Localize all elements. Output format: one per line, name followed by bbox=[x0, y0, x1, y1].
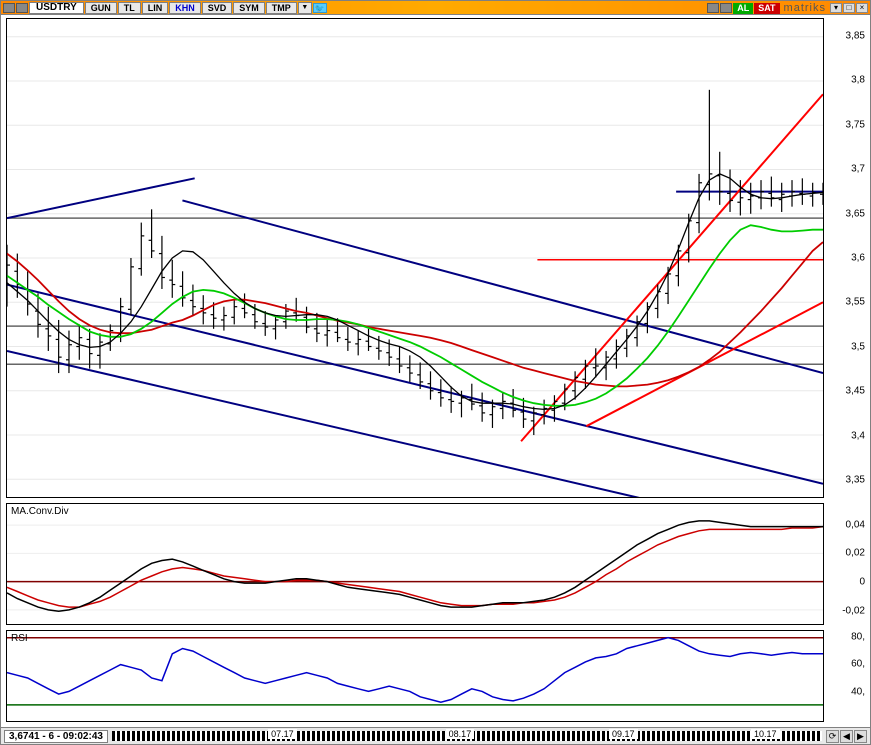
minimize-icon[interactable]: ▾ bbox=[830, 3, 842, 13]
time-label: 08.17 bbox=[446, 729, 475, 739]
sell-badge[interactable]: SAT bbox=[754, 3, 779, 14]
macd-panel[interactable]: MA.Conv.Div bbox=[6, 503, 824, 625]
macd-chart-svg bbox=[7, 504, 823, 624]
tb-btn-gun[interactable]: GUN bbox=[85, 2, 117, 14]
app-icon bbox=[3, 3, 15, 13]
macd-label: MA.Conv.Div bbox=[11, 506, 69, 517]
macd-ytick: 0,02 bbox=[846, 548, 865, 559]
status-price: 3,6741 - 6 - 09:02:43 bbox=[4, 730, 108, 743]
price-ytick: 3,7 bbox=[851, 164, 865, 175]
app-icon-2 bbox=[16, 3, 28, 13]
rsi-ytick: 80, bbox=[851, 631, 865, 642]
price-ytick: 3,8 bbox=[851, 75, 865, 86]
brand-label: matriks bbox=[784, 2, 826, 14]
tb-btn-sym[interactable]: SYM bbox=[233, 2, 265, 14]
macd-ytick: -0,02 bbox=[842, 605, 865, 616]
time-axis[interactable]: 07.17 08.17 09.17 10.17 bbox=[112, 731, 822, 741]
price-ytick: 3,65 bbox=[846, 208, 865, 219]
rsi-panel[interactable]: RSI bbox=[6, 630, 824, 722]
titlebar: USDTRY GUN TL LIN KHN SVD SYM TMP ▼ 🐦 AL… bbox=[1, 1, 870, 15]
tb-btn-tl[interactable]: TL bbox=[118, 2, 141, 14]
price-ytick: 3,35 bbox=[846, 475, 865, 486]
price-ytick: 3,45 bbox=[846, 386, 865, 397]
scroll-left-icon[interactable]: ◀ bbox=[840, 730, 853, 743]
scroll-right-icon[interactable]: ▶ bbox=[854, 730, 867, 743]
price-ytick: 3,75 bbox=[846, 119, 865, 130]
statusbar-right: ⟳ ◀ ▶ bbox=[826, 730, 867, 743]
price-ytick: 3,4 bbox=[851, 430, 865, 441]
buy-badge[interactable]: AL bbox=[733, 3, 753, 14]
tb-btn-khn[interactable]: KHN bbox=[169, 2, 201, 14]
tool-icon-1[interactable] bbox=[707, 3, 719, 13]
rsi-ytick: 60, bbox=[851, 659, 865, 670]
titlebar-left: USDTRY GUN TL LIN KHN SVD SYM TMP ▼ 🐦 bbox=[3, 2, 327, 14]
macd-ytick: 0,04 bbox=[846, 519, 865, 530]
price-ytick: 3,85 bbox=[846, 30, 865, 41]
price-yaxis: 3,35 3,4 3,45 3,5 3,55 3,6 3,65 3,7 3,75 3,8 3,85 bbox=[828, 18, 868, 498]
price-chart-svg bbox=[7, 19, 823, 497]
statusbar: 3,6741 - 6 - 09:02:43 07.17 08.17 09.17 10.… bbox=[1, 727, 870, 744]
macd-yaxis: -0,02 0 0,02 0,04 bbox=[828, 503, 868, 625]
rsi-ytick: 40, bbox=[851, 686, 865, 697]
price-ytick: 3,6 bbox=[851, 253, 865, 264]
rsi-label: RSI bbox=[11, 633, 28, 644]
tb-btn-svd[interactable]: SVD bbox=[202, 2, 233, 14]
titlebar-right: AL SAT matriks ▾ □ × bbox=[707, 2, 868, 14]
time-label: 07.17 bbox=[268, 729, 297, 739]
rsi-chart-svg bbox=[7, 631, 823, 721]
rsi-yaxis: 40, 60, 80, bbox=[828, 630, 868, 722]
chart-window: USDTRY GUN TL LIN KHN SVD SYM TMP ▼ 🐦 AL… bbox=[0, 0, 871, 745]
tb-btn-tmp[interactable]: TMP bbox=[266, 2, 297, 14]
charts-area: 3,353,43,453,53,553,63,653,73,753,83,85 … bbox=[1, 15, 870, 727]
close-icon[interactable]: × bbox=[856, 3, 868, 13]
time-label: 09.17 bbox=[609, 729, 638, 739]
refresh-icon[interactable]: ⟳ bbox=[826, 730, 839, 743]
ticker-symbol[interactable]: USDTRY bbox=[29, 2, 84, 14]
price-ytick: 3,55 bbox=[846, 297, 865, 308]
time-label: 10.17 bbox=[751, 729, 780, 739]
price-ytick: 3,5 bbox=[851, 341, 865, 352]
twitter-icon[interactable]: 🐦 bbox=[313, 3, 327, 13]
maximize-icon[interactable]: □ bbox=[843, 3, 855, 13]
dropdown-icon[interactable]: ▼ bbox=[298, 2, 312, 14]
tool-icon-2[interactable] bbox=[720, 3, 732, 13]
tb-btn-lin[interactable]: LIN bbox=[142, 2, 169, 14]
macd-ytick: 0 bbox=[859, 576, 865, 587]
price-panel[interactable] bbox=[6, 18, 824, 498]
